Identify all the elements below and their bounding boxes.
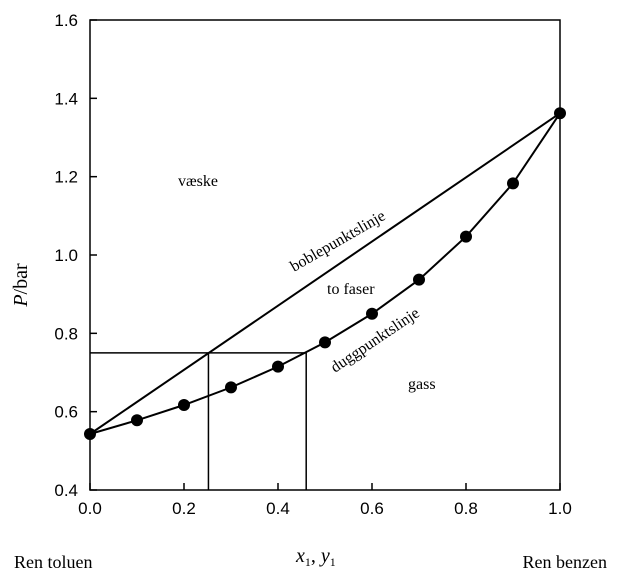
y-tick-label: 1.6 — [54, 11, 78, 30]
series-1-point-2 — [178, 399, 190, 412]
guide-lines — [90, 352, 307, 490]
y-tick-label: 1.4 — [54, 89, 78, 108]
series-1-point-7 — [413, 273, 425, 286]
region-label-two-phase: to faser — [327, 281, 375, 298]
x-tick-label: 1.0 — [548, 499, 572, 518]
series-1-point-6 — [366, 307, 378, 320]
series-layer — [84, 107, 566, 440]
x-tick-label: 0.0 — [78, 499, 102, 518]
bottom-label-pure-benzene: Ren benzen — [523, 552, 607, 572]
y-tick-label: 0.8 — [54, 324, 78, 343]
series-1-point-1 — [131, 414, 143, 427]
y-tick-label: 0.6 — [54, 403, 78, 422]
x-tick-label: 0.4 — [266, 499, 290, 518]
series-1-point-10 — [554, 107, 566, 120]
region-label-liquid: væske — [178, 173, 218, 190]
series-1-point-9 — [507, 177, 519, 190]
series-1-point-3 — [225, 381, 237, 394]
x-axis-title: x1, y1 — [295, 545, 336, 569]
x-tick-label: 0.8 — [454, 499, 478, 518]
region-label-gas: gass — [408, 376, 436, 393]
series-1-point-4 — [272, 360, 284, 373]
bottom-label-pure-toluene: Ren toluen — [14, 552, 93, 572]
series-1-point-0 — [84, 427, 96, 440]
series-1-point-5 — [319, 336, 331, 349]
y-tick-label: 1.2 — [54, 168, 78, 187]
series-1-point-8 — [460, 230, 472, 243]
x-tick-label: 0.2 — [172, 499, 196, 518]
y-tick-label: 0.4 — [54, 481, 78, 500]
x-tick-label: 0.6 — [360, 499, 384, 518]
series-line-0 — [89, 112, 561, 435]
y-axis-title: P/bar — [10, 263, 32, 308]
axis-ticks: 0.0 0.2 0.4 0.6 0.8 1.0 0.4 0.6 0.8 1.0 1.2 1.4 1.6 — [54, 11, 571, 518]
y-tick-label: 1.0 — [54, 246, 78, 265]
